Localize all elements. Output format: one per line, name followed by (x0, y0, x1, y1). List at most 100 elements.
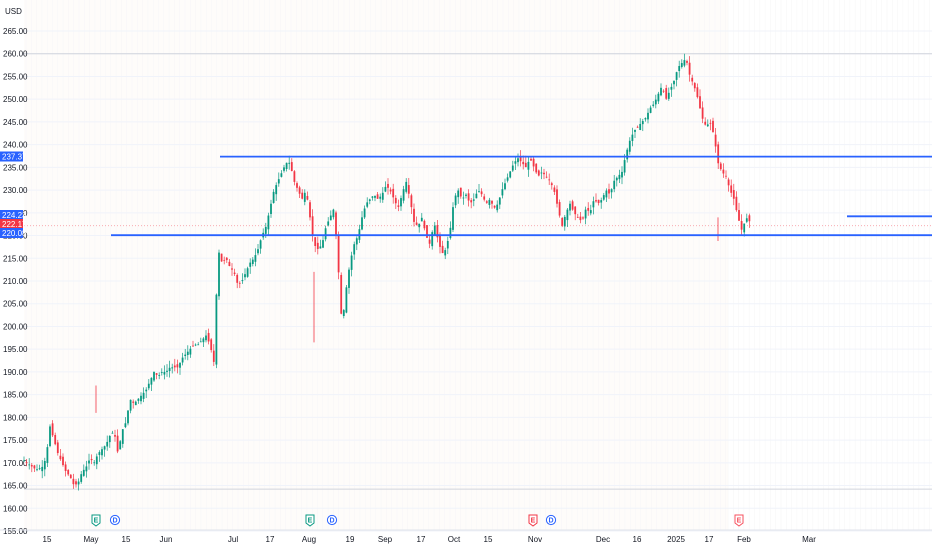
candle-body (218, 252, 220, 297)
y-tick-label: 230.00 (3, 186, 28, 195)
y-tick-label: 160.00 (3, 504, 28, 513)
candle-body (550, 183, 553, 186)
candle-body (244, 274, 246, 278)
earnings-badge[interactable]: E (305, 514, 315, 527)
dividend-badge[interactable]: D (109, 514, 121, 526)
candle-body (556, 189, 558, 204)
y-tick-label: 250.00 (3, 95, 28, 104)
price-tag-label: 224.23 (2, 211, 27, 220)
candle-body (634, 129, 636, 132)
earnings-badge[interactable]: E (91, 514, 101, 527)
candle-body (696, 87, 699, 98)
candle-body (595, 200, 597, 202)
candle-body (137, 398, 140, 401)
candle-body (610, 189, 613, 193)
candle-body (28, 464, 31, 466)
candle-body (54, 435, 57, 445)
candle-body (493, 205, 496, 208)
candle-body (641, 121, 644, 125)
candle-body (470, 200, 473, 203)
earnings-badge[interactable]: E (734, 514, 744, 527)
candle-body (597, 199, 600, 204)
candle-body (524, 162, 527, 168)
dividend-badge[interactable]: D (326, 514, 338, 526)
candle-body (140, 395, 142, 402)
candle-body (600, 200, 603, 203)
candle-body (457, 190, 460, 198)
badge-label: E (531, 518, 536, 525)
dividend-badge[interactable]: D (545, 514, 557, 526)
badge-shape (305, 514, 315, 527)
candle-body (82, 469, 85, 476)
candle-body (527, 161, 530, 170)
candle-body (75, 481, 77, 485)
candle-body (475, 193, 478, 199)
badge-label: D (112, 518, 117, 525)
candle-body (238, 282, 241, 284)
earnings-badge[interactable]: E (528, 514, 538, 527)
candle-body (545, 176, 548, 178)
candle-body (51, 423, 54, 436)
candle-body (293, 171, 296, 182)
candle-body (374, 195, 376, 198)
candle-body (259, 240, 262, 249)
candle-body (64, 464, 67, 471)
y-tick-label: 235.00 (3, 163, 28, 172)
candle-body (426, 225, 428, 238)
candle-body (725, 175, 727, 177)
y-axis-panel[interactable] (0, 0, 24, 530)
candle-body (540, 172, 543, 174)
candle-body (142, 392, 145, 399)
candle-body (192, 345, 194, 347)
candle-body (394, 197, 397, 204)
y-tick-label: 205.00 (3, 300, 28, 309)
candle-body (197, 344, 200, 346)
candle-body (688, 62, 691, 75)
badge-shape (528, 514, 538, 527)
x-tick-label: Aug (302, 535, 316, 544)
candle-body (272, 191, 275, 204)
candle-body (712, 120, 714, 133)
candle-body (231, 268, 233, 270)
candle-body (452, 207, 454, 230)
candle-body (537, 170, 540, 176)
x-tick-label: 17 (417, 535, 426, 544)
candle-body (397, 205, 400, 207)
candle-body (402, 189, 405, 201)
candle-body (36, 469, 38, 471)
x-tick-label: Dec (596, 535, 610, 544)
candle-body (366, 202, 369, 207)
candle-body (106, 441, 109, 447)
candle-body (613, 180, 616, 190)
candle-body (498, 197, 501, 205)
candle-body (49, 426, 51, 447)
candle-body (275, 185, 278, 195)
candle-body (241, 280, 244, 282)
candle-body (267, 215, 270, 230)
candle-body (150, 377, 153, 385)
candle-body (210, 339, 213, 351)
candle-body (163, 371, 166, 375)
candle-body (730, 185, 733, 193)
x-tick-label: May (83, 535, 98, 544)
horizontal-levels[interactable] (111, 155, 932, 237)
candle-body (667, 92, 670, 99)
candle-body (72, 478, 75, 485)
candle-body (371, 196, 374, 198)
candle-body (93, 462, 96, 464)
badge-shape (326, 514, 338, 526)
candle-body (225, 257, 228, 261)
y-tick-label: 170.00 (3, 459, 28, 468)
x-tick-label: Sep (378, 535, 393, 544)
badge-label: E (94, 518, 99, 525)
candle-body (420, 217, 423, 222)
x-tick-label: 16 (633, 535, 642, 544)
candle-body (686, 61, 688, 63)
candle-body (454, 195, 457, 206)
candle-body (153, 371, 155, 381)
candle-body (431, 232, 434, 247)
candle-body (202, 338, 205, 343)
